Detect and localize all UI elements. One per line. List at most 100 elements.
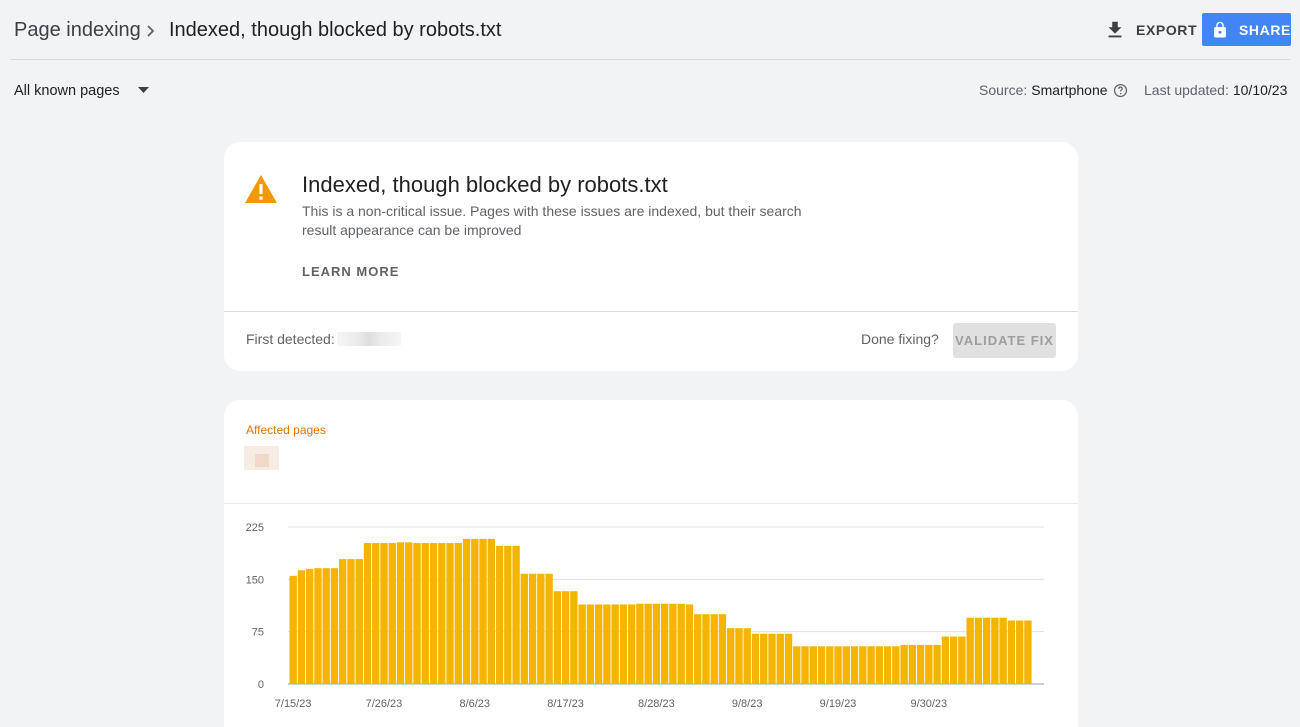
chart-bar	[479, 538, 487, 684]
pages-filter-dropdown[interactable]: All known pages	[14, 80, 154, 102]
chart-bar	[289, 575, 297, 684]
chart-bar	[661, 603, 669, 684]
y-tick-label: 150	[246, 574, 264, 586]
chart-bar	[611, 604, 619, 684]
chart-bar	[578, 604, 586, 684]
chart-bar	[669, 603, 677, 684]
x-tick-label: 7/26/23	[366, 698, 403, 710]
chart-bar	[850, 646, 859, 684]
chart-bar	[834, 646, 842, 684]
lock-icon	[1213, 21, 1226, 37]
chart-bar	[801, 646, 809, 684]
chart-bar	[438, 543, 446, 684]
chart-bar	[339, 559, 347, 684]
chart-bar	[520, 573, 529, 684]
chart-bar	[760, 633, 768, 684]
page-title: Indexed, though blocked by robots.txt	[169, 19, 502, 41]
y-tick-label: 0	[258, 679, 264, 691]
source-indicator: Source: Smartphone	[979, 80, 1128, 100]
chart-bar	[908, 644, 917, 684]
chart-bar	[941, 636, 950, 684]
chart-bar	[892, 646, 900, 684]
chart-bar	[809, 646, 817, 684]
chart-bar	[627, 604, 636, 684]
chart-bar	[380, 543, 388, 684]
chart-bar	[710, 614, 718, 684]
chart-bar	[958, 636, 966, 684]
x-tick-label: 8/17/23	[547, 698, 584, 710]
chart-bar	[685, 604, 694, 684]
header-divider	[10, 59, 1290, 60]
chart-bar	[727, 628, 735, 684]
chart-bar	[768, 633, 776, 684]
chart-bar	[347, 559, 355, 684]
export-button[interactable]: EXPORT	[1104, 16, 1197, 44]
chart-bar	[817, 646, 826, 684]
chart-bar	[933, 644, 941, 684]
x-tick-label: 9/30/23	[910, 698, 947, 710]
chart-bar	[999, 617, 1007, 684]
validate-fix-button[interactable]: VALIDATE FIX	[953, 323, 1056, 358]
chart-bar	[603, 604, 611, 684]
chart-bar	[636, 603, 644, 684]
chart-bar	[900, 644, 908, 684]
chart-bar	[925, 644, 933, 684]
chart-bar	[842, 646, 850, 684]
first-detected-label: First detected:	[246, 331, 335, 347]
chart-bar	[372, 543, 380, 684]
caret-down-icon	[138, 87, 149, 93]
x-tick-label: 7/15/23	[275, 698, 312, 710]
redacted-date	[336, 332, 401, 346]
chevron-right-icon	[147, 25, 155, 37]
chart-bar	[314, 568, 322, 684]
chart-bar	[875, 646, 883, 684]
chart-bar	[330, 568, 339, 684]
chart-bar	[743, 628, 751, 684]
source-label: Source:	[979, 82, 1028, 98]
updated-value: 10/10/23	[1232, 82, 1288, 98]
chart-bar	[776, 633, 784, 684]
chart-bar	[512, 545, 520, 684]
chart-bar	[974, 617, 983, 684]
chart-bar	[702, 614, 710, 684]
chart-bar	[471, 538, 479, 684]
chart-bar	[991, 617, 999, 684]
chart-bar	[644, 603, 652, 684]
chart-bar	[462, 538, 471, 684]
share-button[interactable]: SHARE	[1202, 13, 1291, 46]
chart-bar	[396, 542, 405, 684]
issue-card: Indexed, though blocked by robots.txt Th…	[224, 142, 1078, 371]
affected-pages-chart: 0 75 150 225 7/15/23 7/26/23 8/6/23 8/17/23 8/28…	[246, 522, 1044, 710]
redacted-count	[244, 446, 279, 470]
last-updated: Last updated: 10/10/23	[1144, 80, 1287, 100]
chart-bar	[784, 633, 793, 684]
chart-bar	[735, 628, 743, 684]
learn-more-link[interactable]: LEARN MORE	[302, 264, 400, 279]
done-fixing-label: Done fixing?	[861, 331, 939, 347]
breadcrumb-page-indexing[interactable]: Page indexing	[14, 19, 141, 41]
chart-bar	[429, 543, 438, 684]
chart-bar	[1024, 620, 1032, 684]
chart-bar	[793, 646, 801, 684]
download-icon	[1108, 21, 1122, 38]
chart-bar	[545, 573, 553, 684]
chart-bar	[454, 543, 462, 684]
help-circle-icon[interactable]	[1113, 83, 1128, 98]
chart-bar	[388, 543, 396, 684]
chart-bar	[421, 543, 429, 684]
source-value: Smartphone	[1031, 82, 1108, 98]
chart-bar	[495, 545, 504, 684]
chart-bar	[652, 603, 661, 684]
chart-bar	[504, 545, 512, 684]
chart-bar	[982, 617, 991, 684]
issue-description: This is a non-critical issue. Pages with…	[302, 203, 802, 238]
chart-bar	[306, 568, 314, 684]
chart-bar	[487, 538, 495, 684]
top-bar: Page indexing Indexed, though blocked by…	[0, 0, 1300, 60]
chart-bar	[528, 573, 537, 684]
pages-filter-value: All known pages	[14, 83, 120, 99]
chart-bar	[594, 604, 603, 684]
affected-pages-card: Affected pages 0 75 150 225 7/15/23 7/26/23 8/…	[224, 400, 1078, 727]
chart-bar	[859, 646, 867, 684]
chart-bar	[677, 603, 685, 684]
